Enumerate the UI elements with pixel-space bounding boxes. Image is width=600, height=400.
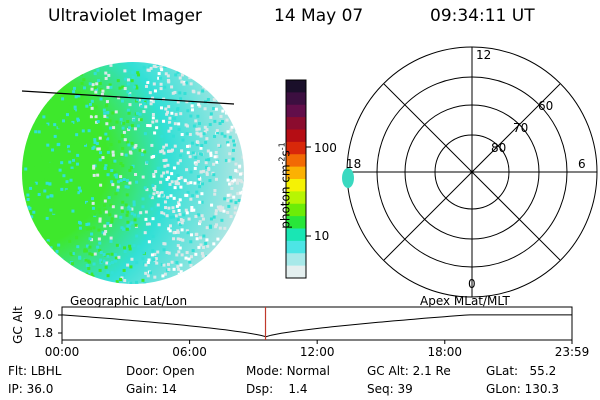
- colorbar-segment: [286, 166, 306, 180]
- lat-label-70: 70: [513, 121, 529, 135]
- colorbar-segment: [286, 141, 306, 155]
- colorbar-segment: [286, 203, 306, 217]
- uv-disk-image: [22, 62, 244, 284]
- colorbar: [286, 80, 306, 279]
- dsp-status: Dsp: 1.4: [246, 382, 308, 396]
- colorbar-segment: [286, 117, 306, 130]
- colorbar-segment: [286, 216, 306, 229]
- time-tick-label: 12:00: [299, 345, 335, 359]
- colorbar-segment: [286, 228, 306, 242]
- colorbar-segment: [286, 191, 306, 205]
- app-title: Ultraviolet Imager: [48, 6, 202, 26]
- time-tick-label: 00:00: [44, 345, 80, 359]
- geographic-latlon-label: Geographic Lat/Lon: [70, 294, 188, 308]
- polar-plot: [346, 46, 598, 298]
- alt-tick-high: 9.0: [34, 308, 54, 322]
- mlt-label-0: 0: [468, 277, 476, 291]
- time-label: 09:34:11 UT: [430, 6, 535, 26]
- colorbar-segment: [286, 253, 306, 267]
- lat-label-80: 80: [491, 141, 507, 155]
- colorbar-segment: [286, 265, 306, 279]
- time-tick-label: 06:00: [172, 345, 207, 359]
- gc-alt-status: GC Alt: 2.1 Re: [367, 364, 451, 378]
- colorbar-segment: [286, 240, 306, 254]
- glat-status: GLat: 55.2: [486, 364, 557, 378]
- seq-status: Seq: 39: [367, 382, 413, 396]
- altitude-curve: [61, 314, 572, 338]
- glon-status: GLon: 130.3: [486, 382, 559, 396]
- alt-tick-low: 1.8: [34, 326, 54, 340]
- colorbar-segment: [286, 129, 306, 143]
- colorbar-segment: [286, 92, 306, 106]
- terminator-line: [21, 90, 235, 105]
- colorbar-tick-100: 100: [314, 141, 337, 155]
- aurora-edge-patch: [342, 168, 354, 188]
- colorbar-segment: [286, 179, 306, 192]
- door-status: Door: Open: [126, 364, 195, 378]
- timeline-box: [61, 306, 573, 341]
- mlt-label-18: 18: [346, 157, 362, 171]
- colorbar-tick-10: 10: [314, 229, 330, 243]
- date-label: 14 May 07: [274, 6, 364, 26]
- lat-label-60: 60: [538, 99, 554, 113]
- ip-status: IP: 36.0: [8, 382, 54, 396]
- gc-alt-axis-label: GC Alt: [11, 306, 25, 344]
- colorbar-segment: [286, 80, 306, 93]
- mlt-label-6: 6: [578, 157, 586, 171]
- gain-status: Gain: 14: [126, 382, 177, 396]
- colorbar-segment: [286, 154, 306, 168]
- apex-mlat-mlt-label: Apex MLat/MLT: [420, 294, 510, 308]
- filter-status: Flt: LBHL: [8, 364, 62, 378]
- mode-status: Mode: Normal: [246, 364, 330, 378]
- colorbar-segment: [286, 104, 306, 118]
- colorbar-unit-label: photon cm-2s-1: [277, 142, 293, 229]
- time-tick-label: 18:00: [427, 345, 463, 359]
- mlt-label-12: 12: [476, 48, 492, 62]
- time-tick-label: 23:59: [554, 345, 590, 359]
